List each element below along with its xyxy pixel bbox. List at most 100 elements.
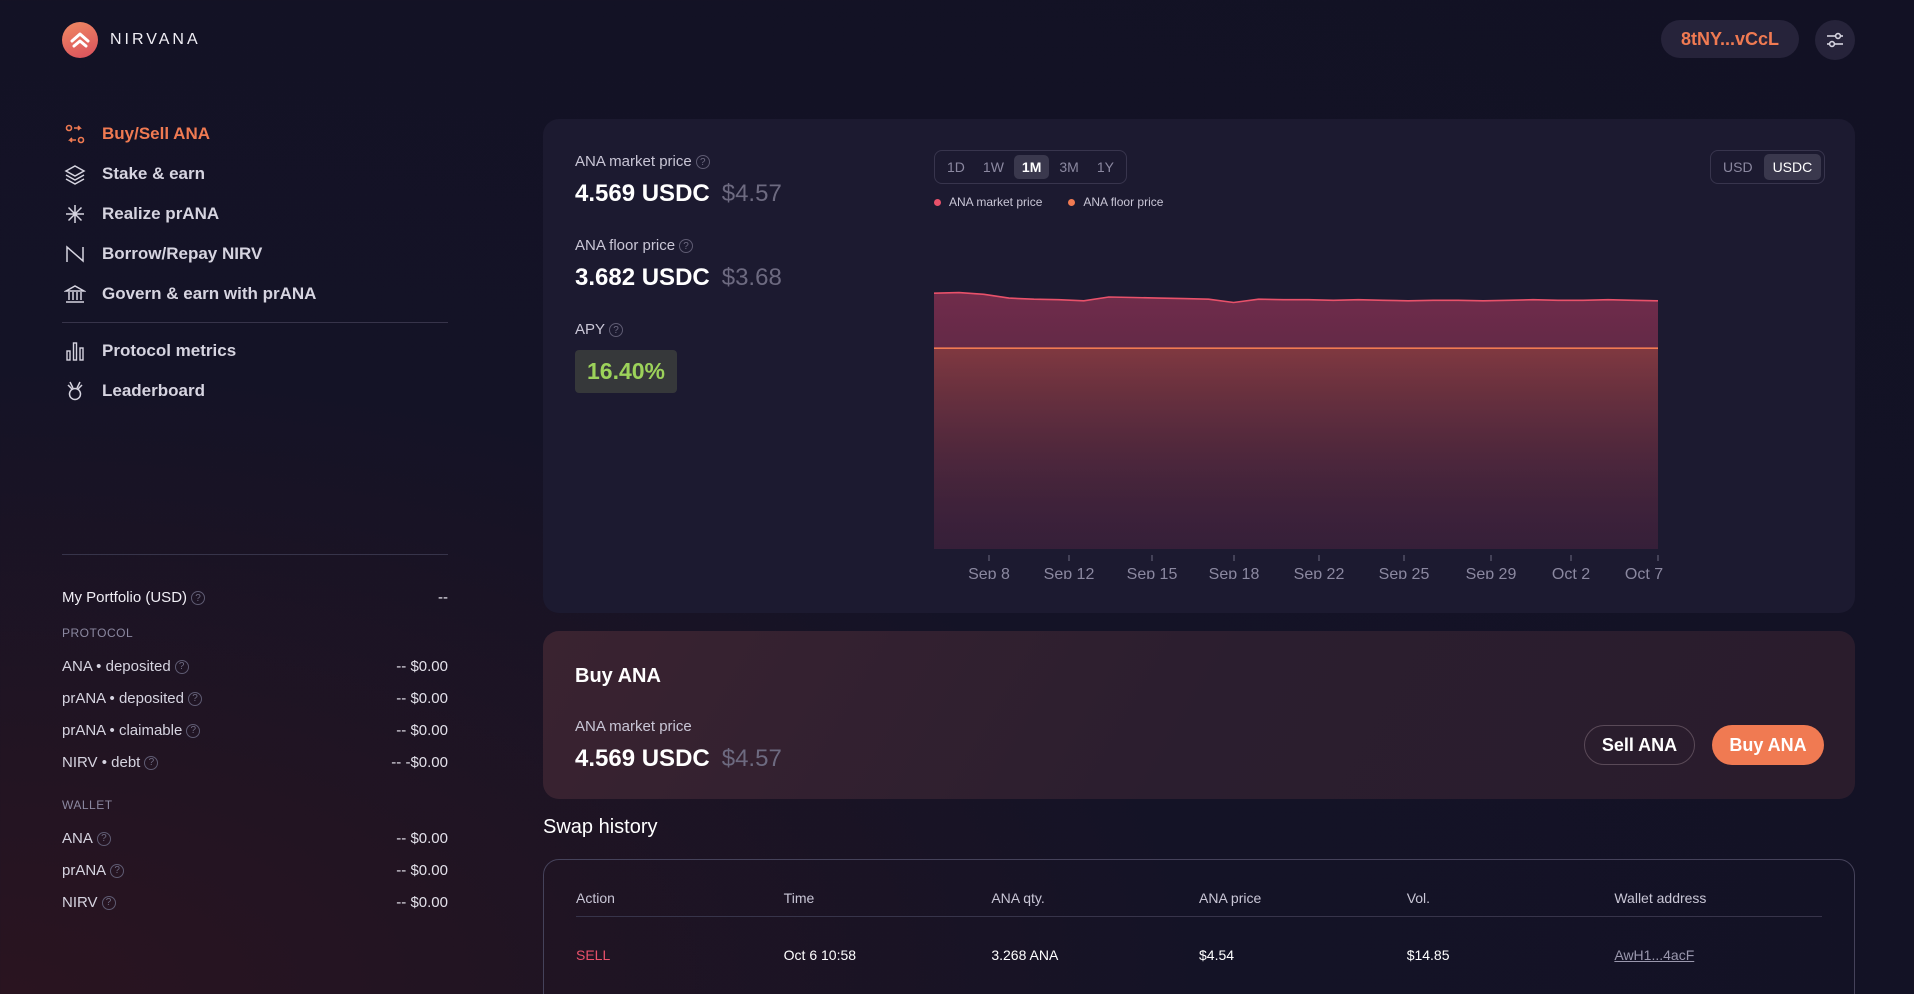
- portfolio-header: My Portfolio (USD)? --: [62, 589, 448, 606]
- row-price: $4.54: [1199, 946, 1235, 963]
- logo[interactable]: NIRVANA: [62, 22, 201, 58]
- table-row: SELL Oct 6 10:58 3.268 ANA $4.54 $14.85 …: [576, 917, 1822, 992]
- market-price-value: 4.569 USDC: [575, 180, 710, 207]
- help-icon[interactable]: ?: [144, 755, 159, 770]
- sparkle-icon: [62, 201, 88, 227]
- buy-ana-button[interactable]: Buy ANA: [1712, 725, 1824, 765]
- apy-label: APY: [575, 321, 606, 338]
- help-icon[interactable]: ?: [679, 239, 694, 254]
- swap-icon: [62, 121, 88, 147]
- wallet-section-label: WALLET: [62, 798, 113, 812]
- help-icon[interactable]: ?: [188, 691, 202, 706]
- portfolio-row: NIRV? -- $0.00: [62, 886, 448, 918]
- portfolio-row: prANA • claimable? -- $0.00: [62, 714, 448, 746]
- row-value: -- $0.00: [396, 829, 448, 847]
- header-time: Time: [783, 890, 815, 906]
- help-icon[interactable]: ?: [110, 863, 125, 878]
- header-vol: Vol.: [1406, 890, 1431, 906]
- area-1: [934, 348, 1658, 549]
- row-qty: 3.268 ANA: [991, 946, 1059, 963]
- protocol-section-label: PROTOCOL: [62, 626, 134, 640]
- help-icon[interactable]: ?: [609, 323, 624, 338]
- borrow-icon: [62, 241, 88, 267]
- legend-floor[interactable]: ANA floor price: [1068, 195, 1163, 209]
- floor-price-usd: $3.68: [721, 264, 782, 291]
- buy-market-stat: ANA market price 4.569 USDC $4.57: [575, 718, 782, 773]
- sliders-icon: [1827, 32, 1843, 48]
- x-tick-label: Sep 18: [1209, 566, 1260, 579]
- legend-label: ANA market price: [949, 195, 1043, 209]
- buy-market-label: ANA market price: [575, 718, 692, 735]
- help-icon[interactable]: ?: [101, 895, 116, 910]
- nav-item-metrics[interactable]: Protocol metrics: [62, 331, 448, 371]
- sell-ana-button[interactable]: Sell ANA: [1584, 725, 1695, 765]
- nav-label: Govern & earn with prANA: [102, 284, 317, 303]
- x-tick-label: Sep 22: [1294, 566, 1345, 579]
- medal-icon: [62, 378, 88, 404]
- tab-usd[interactable]: USD: [1723, 159, 1753, 175]
- floor-price-stat: ANA floor price? 3.682 USDC $3.68: [575, 237, 782, 292]
- row-label: NIRV: [62, 893, 98, 911]
- row-value: -- $0.00: [396, 893, 448, 911]
- x-tick-label: Sep 12: [1044, 566, 1095, 579]
- nav-item-borrow[interactable]: Borrow/Repay NIRV: [62, 234, 448, 274]
- market-price-usd: $4.57: [721, 180, 782, 207]
- apy-stat: APY? 16.40%: [575, 321, 678, 393]
- header-qty: ANA qty.: [991, 890, 1045, 906]
- row-label: prANA • deposited: [62, 689, 184, 707]
- tab-3m[interactable]: 3M: [1059, 159, 1079, 175]
- nav-item-leaderboard[interactable]: Leaderboard: [62, 371, 448, 411]
- portfolio-row: prANA • deposited? -- $0.00: [62, 682, 448, 714]
- market-price-label: ANA market price: [575, 153, 692, 170]
- tab-1d[interactable]: 1D: [947, 159, 965, 175]
- help-icon[interactable]: ?: [695, 155, 710, 170]
- row-value: -- -$0.00: [391, 753, 448, 771]
- legend-dot: [1068, 198, 1076, 206]
- help-icon[interactable]: ?: [186, 723, 201, 738]
- header-action: Action: [576, 890, 615, 906]
- nirvana-logo-icon: [62, 22, 98, 58]
- row-value: -- $0.00: [396, 721, 448, 739]
- price-chart[interactable]: Sep 8 Sep 12 Sep 15 Sep 18 Sep 22 Sep 25 Sep 2…: [934, 249, 1824, 579]
- apy-value: 16.40%: [575, 350, 678, 393]
- chart-legend: ANA market price ANA floor price: [934, 195, 1163, 209]
- row-wallet-link[interactable]: AwH1...4acF: [1614, 946, 1695, 963]
- nav-label: Leaderboard: [102, 381, 205, 400]
- nav-label: Protocol metrics: [102, 341, 237, 360]
- row-action: SELL: [576, 946, 611, 963]
- wallet-button[interactable]: 8tNY...vCcL: [1661, 20, 1799, 58]
- settings-button[interactable]: [1815, 20, 1855, 60]
- nav-label: Borrow/Repay NIRV: [102, 244, 263, 263]
- tab-1m[interactable]: 1M: [1013, 155, 1050, 179]
- time-range-tabs: 1D 1W 1M 3M 1Y: [934, 150, 1127, 184]
- nav-item-stake[interactable]: Stake & earn: [62, 154, 448, 194]
- legend-market[interactable]: ANA market price: [934, 195, 1042, 209]
- help-icon[interactable]: ?: [96, 831, 111, 846]
- layers-icon: [62, 161, 88, 187]
- table-header: Action Time ANA qty. ANA price Vol. Wall…: [576, 860, 1822, 917]
- tab-1w[interactable]: 1W: [982, 159, 1004, 175]
- market-price-stat: ANA market price? 4.569 USDC $4.57: [575, 153, 782, 208]
- row-time: Oct 6 10:58: [783, 946, 857, 963]
- row-value: -- $0.00: [396, 689, 448, 707]
- buy-card: Buy ANA ANA market price 4.569 USDC $4.57…: [543, 631, 1855, 799]
- x-tick-label: Sep 29: [1466, 566, 1517, 579]
- tab-usdc[interactable]: USDC: [1763, 154, 1822, 180]
- help-icon[interactable]: ?: [191, 591, 206, 606]
- bank-icon: [62, 281, 88, 307]
- series-line-0: [934, 291, 1659, 304]
- buy-market-value: 4.569 USDC: [575, 745, 710, 772]
- swap-history-title: Swap history: [543, 816, 658, 838]
- help-icon[interactable]: ?: [174, 659, 189, 674]
- row-label: prANA: [62, 861, 107, 879]
- portfolio-row: ANA • deposited? -- $0.00: [62, 650, 448, 682]
- row-value: -- $0.00: [396, 861, 448, 879]
- nav-item-govern[interactable]: Govern & earn with prANA: [62, 274, 448, 314]
- nav-item-buy-sell[interactable]: Buy/Sell ANA: [62, 114, 448, 154]
- row-value: -- $0.00: [396, 657, 448, 675]
- sidebar-nav: Buy/Sell ANA Stake & earn Realize prANA …: [62, 114, 448, 411]
- portfolio-row: ANA? -- $0.00: [62, 822, 448, 854]
- nav-item-realize[interactable]: Realize prANA: [62, 194, 448, 234]
- x-tick-label: Sep 15: [1127, 566, 1178, 579]
- tab-1y[interactable]: 1Y: [1096, 159, 1114, 175]
